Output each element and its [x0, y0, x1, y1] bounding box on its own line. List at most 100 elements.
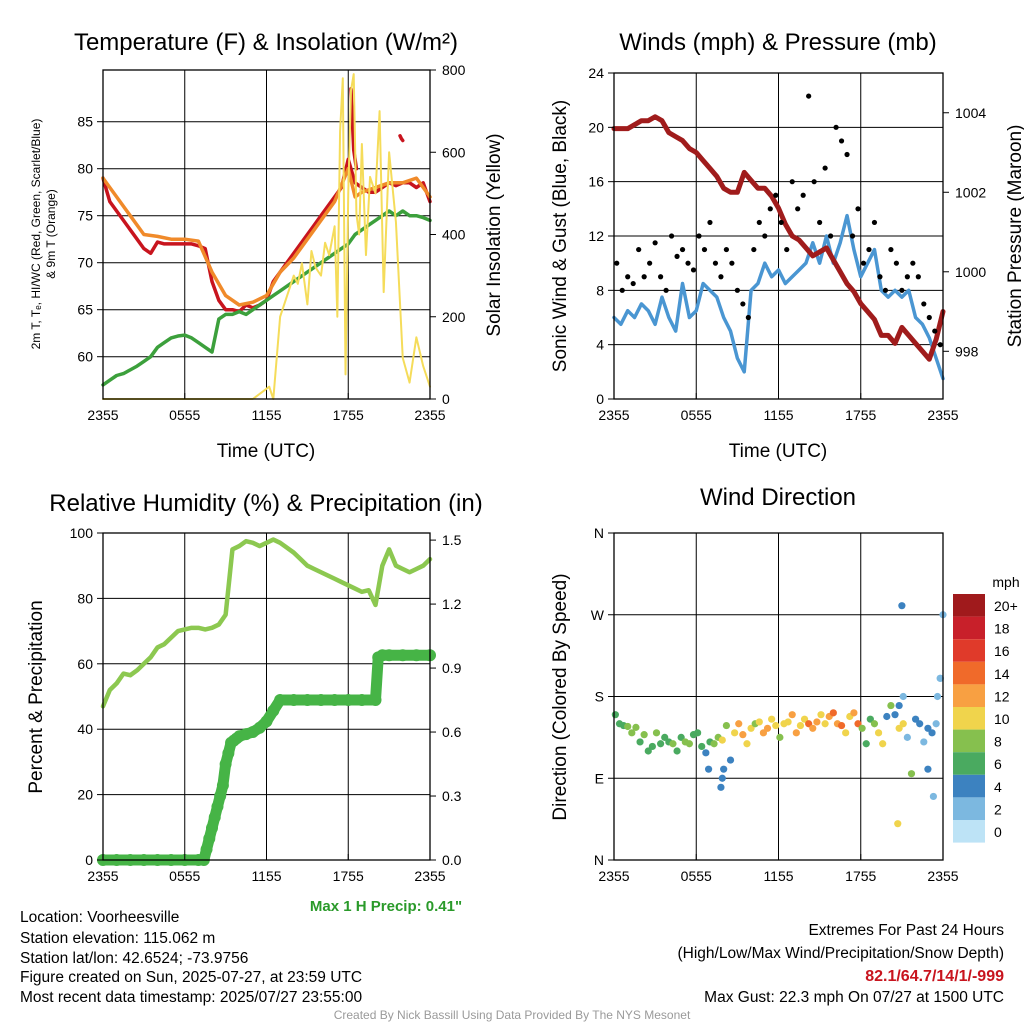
wind-direction-point — [636, 738, 644, 746]
wind-gust-point — [827, 233, 834, 239]
wind-gust-point — [844, 151, 850, 158]
dir-ylabel: Direction (Colored By Speed) — [550, 573, 571, 820]
temp-y-tick-label: 60 — [77, 349, 93, 365]
temp-x-tick-label: 1755 — [333, 407, 364, 423]
wind-direction-point — [632, 723, 640, 731]
wind-gust-point — [866, 246, 872, 253]
wind-direction-point — [899, 720, 907, 728]
legend-swatch — [953, 774, 985, 798]
dir-x-tick-label: 1155 — [763, 868, 793, 884]
wind-gust-point — [630, 280, 636, 287]
wind-gust-point — [712, 260, 719, 266]
wind-gust-point — [855, 206, 861, 212]
rh-y2-tick-label: 0.0 — [442, 852, 462, 868]
wind-wind-line — [612, 213, 945, 381]
dir-x-tick-label: 2355 — [927, 868, 958, 884]
wind-gust-point — [756, 219, 762, 226]
wind-gust-point — [652, 240, 658, 246]
wind-direction-point — [928, 729, 936, 737]
temp-y2label: Solar Insolation (Yellow) — [484, 133, 505, 336]
wind-gust-point — [915, 274, 921, 280]
wind-direction-point — [717, 783, 725, 791]
info-location: Location: Voorheesville — [20, 909, 179, 926]
rh-y2-tick-label: 0.6 — [442, 724, 462, 740]
dir-y-tick-label: N — [594, 852, 604, 868]
wind-gust-point — [718, 274, 724, 280]
wind-direction-point — [776, 733, 784, 741]
wind-gust-point — [674, 253, 680, 259]
dir-x-tick-label: 2355 — [598, 868, 629, 884]
rh-y2-tick-label: 0.3 — [442, 788, 462, 804]
legend-label: 14 — [994, 666, 1010, 682]
station-info: Location: Voorheesville Station elevatio… — [20, 909, 362, 1006]
temp-dewpoint-line — [101, 209, 432, 387]
wind-gust-point — [751, 246, 757, 253]
extremes-values: 82.1/64.7/14/1/-999 — [865, 968, 1004, 985]
wind-direction-point — [722, 721, 731, 730]
wind-direction-point — [817, 711, 825, 719]
temp-y2-tick-label: 400 — [442, 227, 466, 243]
info-elevation: Station elevation: 115.062 m — [20, 930, 215, 947]
wind-y2-tick-label: 1004 — [955, 105, 986, 121]
wind-direction-point — [784, 718, 792, 726]
wind-direction-point — [743, 740, 751, 748]
wind-direction-point — [894, 820, 902, 828]
wind-gust-point — [899, 287, 905, 293]
wind-gust-point — [877, 274, 883, 280]
wind-x-tick-label: 2355 — [927, 407, 958, 423]
extremes-subheading: (High/Low/Max Wind/Precipitation/Snow De… — [678, 945, 1005, 962]
wind-y-tick-label: 12 — [588, 228, 604, 244]
wind-y-tick-label: 8 — [596, 282, 604, 298]
wind-gust-point — [795, 206, 801, 212]
wind-gust-point — [910, 260, 916, 266]
wind-direction-point — [685, 740, 693, 748]
wind-direction-point — [796, 721, 805, 730]
temp-ylabel-line2: & 9m T (Orange) — [44, 189, 58, 279]
wind-gust-point — [871, 219, 878, 226]
wind-y-tick-label: 0 — [596, 391, 604, 407]
dir-y-tick-label: W — [591, 607, 605, 623]
wind-x-tick-label: 0555 — [681, 407, 712, 423]
wind-direction-point — [772, 721, 780, 730]
legend-swatch — [953, 639, 985, 662]
legend-title: mph — [992, 574, 1019, 590]
rh-ylabel: Percent & Precipitation — [26, 600, 47, 793]
wind-y-tick-label: 4 — [596, 337, 604, 353]
temp-y2-tick-label: 0 — [442, 391, 450, 407]
wind-direction-point — [920, 738, 928, 746]
wind-gust-point — [663, 287, 669, 293]
wind-direction-point — [936, 674, 944, 682]
max-precip-label: Max 1 H Precip: 0.41" — [310, 898, 462, 915]
wind-gust-point — [619, 287, 625, 293]
wind-direction-point — [624, 722, 632, 731]
rh-y-tick-label: 80 — [77, 590, 93, 606]
wind-y2-tick-label: 1000 — [955, 264, 986, 280]
wind-y-tick-label: 24 — [588, 65, 604, 81]
wind-direction-point — [718, 774, 726, 782]
wind-gust-point — [647, 260, 653, 266]
wind-gust-point — [789, 179, 795, 185]
wind-gust-point — [921, 301, 927, 307]
wind-direction-point — [895, 701, 903, 710]
wind-y2-tick-label: 1002 — [955, 184, 986, 200]
wind-direction-point — [731, 729, 739, 737]
dir-y-tick-label: E — [595, 770, 604, 786]
rh-y2-tick-label: 0.9 — [442, 660, 462, 676]
wind-direction-point — [903, 733, 911, 741]
wind-direction-point — [916, 720, 924, 728]
wind-direction-point — [858, 724, 866, 732]
wind-direction-point — [788, 711, 796, 719]
wind-gust-point — [729, 260, 735, 266]
wind-direction-point — [792, 729, 800, 737]
wind-direction-point — [702, 749, 710, 757]
wind-direction-point — [628, 729, 636, 737]
wind-direction-point — [768, 715, 776, 723]
temp-y2-tick-label: 600 — [442, 144, 466, 160]
dir-panel: Wind Direction 2355 0555 1155 1755 2355NESWN… — [550, 484, 1020, 884]
rh-panel-title: Relative Humidity (%) & Precipitation (i… — [49, 490, 482, 517]
temp-y-tick-label: 75 — [77, 208, 93, 224]
temp-ylabel-line1: 2m T, Tₑ, HI/WC (Red, Green, Scarlet/Blu… — [29, 119, 43, 350]
rh-y-tick-label: 20 — [77, 787, 93, 803]
rh-x-tick-label: 1755 — [333, 868, 364, 884]
